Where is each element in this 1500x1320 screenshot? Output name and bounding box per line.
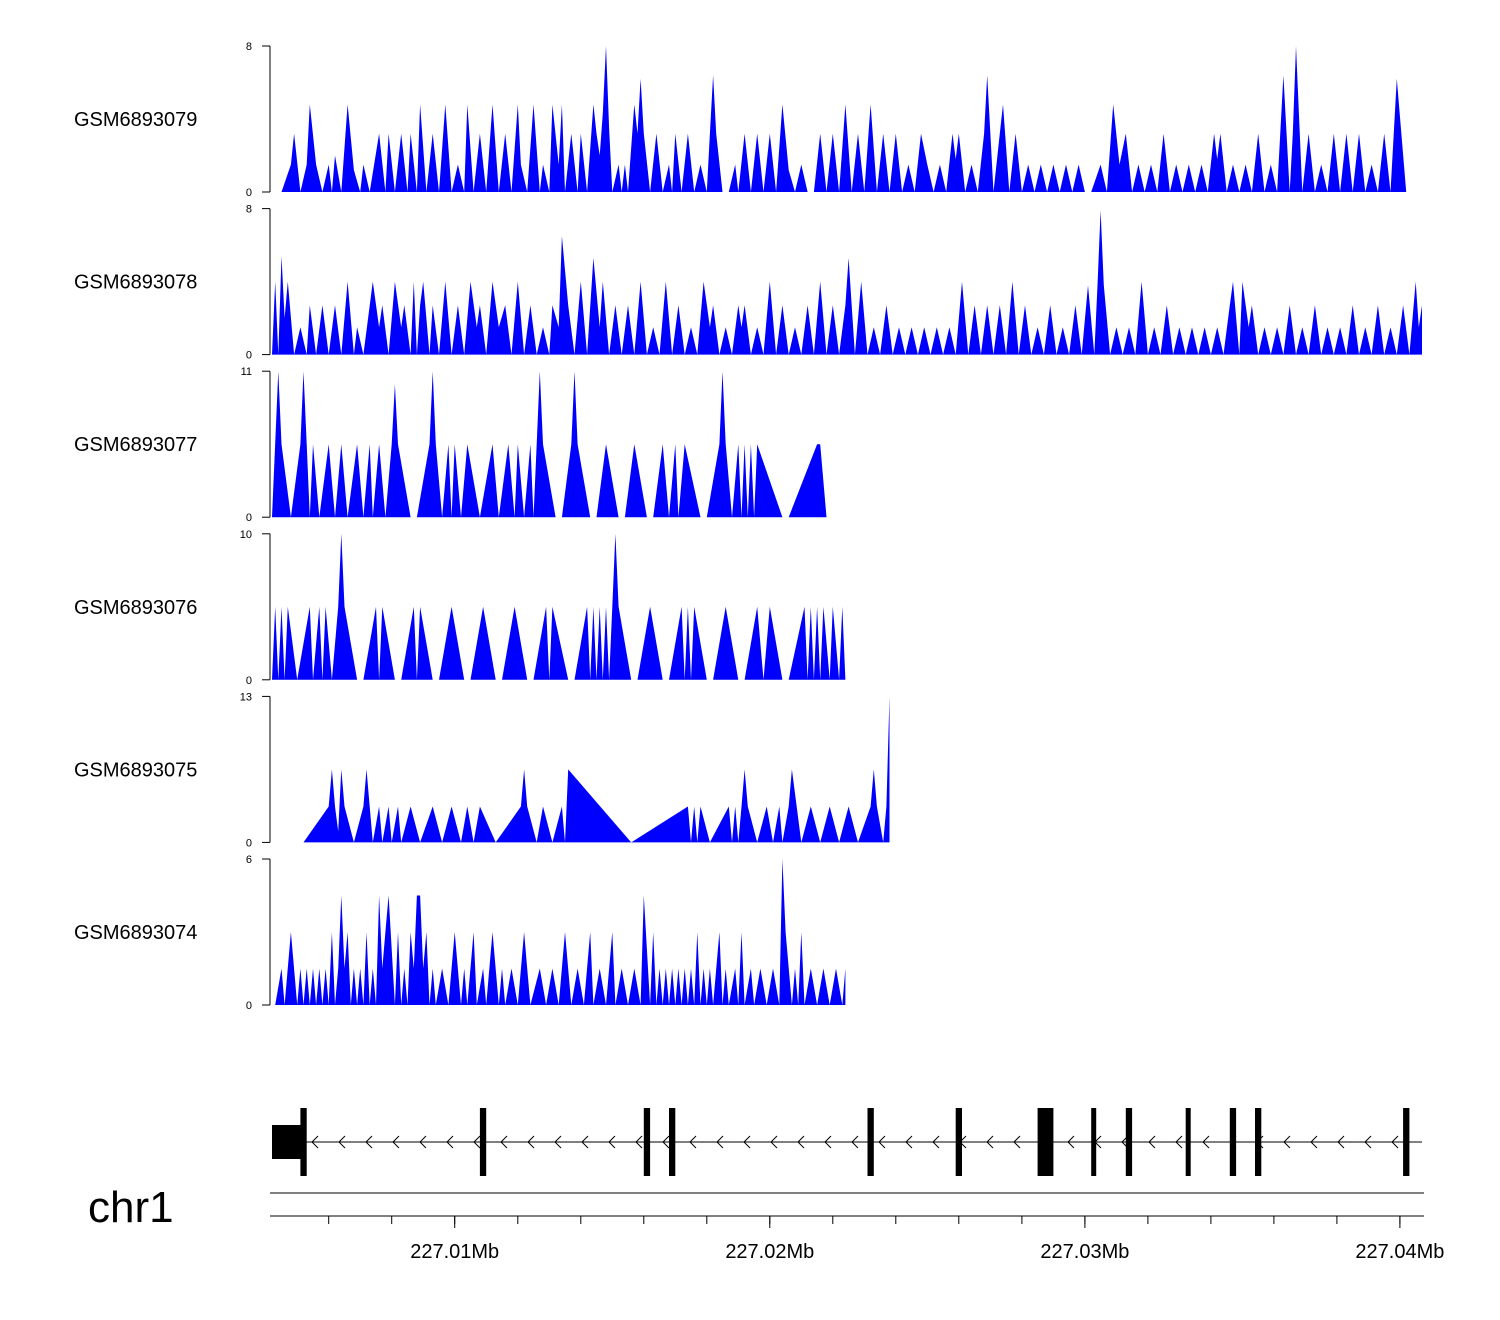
track-GSM6893076: GSM6893076 10 0: [74, 529, 846, 687]
strand-chevron: [716, 1135, 724, 1149]
strand-chevron: [851, 1135, 859, 1149]
gene-exon: [1185, 1108, 1191, 1176]
strand-chevron: [365, 1135, 373, 1149]
track-name-label: GSM6893077: [74, 434, 197, 456]
strand-chevron: [527, 1135, 535, 1149]
gene-exon: [1229, 1108, 1237, 1176]
gene-exon: [1091, 1108, 1097, 1176]
strand-chevron: [662, 1135, 670, 1149]
y-axis-min-label: 0: [246, 350, 252, 362]
strand-chevron: [905, 1135, 913, 1149]
track-name-label: GSM6893075: [74, 759, 197, 781]
strand-chevron: [986, 1135, 994, 1149]
y-axis-max-label: 13: [240, 691, 252, 703]
axis-tick-label: 227.02Mb: [725, 1241, 814, 1263]
strand-chevron: [1067, 1135, 1075, 1149]
strand-chevron: [1310, 1135, 1318, 1149]
track-GSM6893074: GSM6893074 6 0: [74, 854, 846, 1012]
strand-chevron: [824, 1135, 832, 1149]
track-GSM6893078: GSM6893078 8 0: [74, 204, 1422, 362]
track-name-label: GSM6893079: [74, 109, 197, 131]
strand-chevron: [581, 1135, 589, 1149]
strand-chevron: [419, 1135, 427, 1149]
strand-chevron: [743, 1135, 751, 1149]
strand-chevron: [797, 1135, 805, 1149]
gene-exon: [1255, 1108, 1262, 1176]
strand-chevron: [1337, 1135, 1345, 1149]
strand-chevron: [1391, 1135, 1399, 1149]
strand-chevron: [932, 1135, 940, 1149]
signal-area-GSM6893074: [275, 859, 846, 1005]
strand-chevron: [1013, 1135, 1021, 1149]
strand-chevron: [1202, 1135, 1210, 1149]
signal-area-GSM6893078: [272, 210, 1422, 355]
signal-area-GSM6893076: [272, 533, 846, 680]
axis-tick-label: 227.04Mb: [1355, 1241, 1444, 1263]
strand-chevron: [1283, 1135, 1291, 1149]
track-GSM6893079: GSM6893079 8 0: [74, 41, 1413, 199]
track-name-label: GSM6893078: [74, 272, 197, 294]
track-GSM6893077: GSM6893077 11 0: [74, 366, 833, 524]
gene-exon: [272, 1125, 304, 1159]
track-name-label: GSM6893076: [74, 597, 197, 619]
gene-exon: [1403, 1108, 1410, 1176]
strand-chevron: [1364, 1135, 1372, 1149]
strand-chevron: [338, 1135, 346, 1149]
y-axis-min-label: 0: [246, 1000, 252, 1012]
signal-tracks: GSM689307980GSM689307880GSM6893077110GSM…: [74, 41, 1422, 1012]
y-axis-min-label: 0: [246, 187, 252, 199]
gene-exon: [867, 1108, 874, 1176]
gene-exon: [955, 1108, 962, 1176]
axis-tick-label: 227.03Mb: [1040, 1241, 1129, 1263]
gene-model-track: [272, 1108, 1422, 1176]
track-name-label: GSM6893074: [74, 922, 197, 944]
gene-exon: [1125, 1108, 1133, 1176]
axis-tick-label: 227.01Mb: [410, 1241, 499, 1263]
strand-chevron: [1175, 1135, 1183, 1149]
chromosome-label: chr1: [88, 1183, 174, 1232]
y-axis-max-label: 11: [241, 366, 252, 378]
gene-exon: [479, 1108, 487, 1176]
gene-exon: [300, 1108, 307, 1176]
strand-chevron: [500, 1135, 508, 1149]
strand-chevron: [446, 1135, 454, 1149]
strand-chevron: [554, 1135, 562, 1149]
signal-area-GSM6893077: [272, 371, 833, 518]
strand-chevron: [878, 1135, 886, 1149]
y-axis-min-label: 0: [246, 837, 252, 849]
strand-chevron: [770, 1135, 778, 1149]
strand-chevron: [311, 1135, 319, 1149]
gene-exon: [669, 1108, 676, 1176]
y-axis-min-label: 0: [246, 512, 252, 524]
y-axis-max-label: 8: [246, 204, 252, 216]
y-axis-max-label: 8: [246, 41, 252, 53]
y-axis-max-label: 6: [246, 854, 252, 866]
gene-exon: [1037, 1108, 1054, 1176]
signal-area-GSM6893075: [303, 696, 890, 843]
strand-chevron: [608, 1135, 616, 1149]
genome-axis: chr1 227.01Mb 227.02Mb 227.03Mb 227.04Mb: [88, 1183, 1444, 1263]
strand-chevron: [689, 1135, 697, 1149]
y-axis-max-label: 10: [240, 529, 252, 541]
strand-chevron: [392, 1135, 400, 1149]
track-GSM6893075: GSM6893075 13 0: [74, 691, 890, 849]
strand-chevron: [635, 1135, 643, 1149]
strand-chevron: [473, 1135, 481, 1149]
signal-area-GSM6893079: [272, 46, 1413, 192]
y-axis-min-label: 0: [246, 675, 252, 687]
strand-chevron: [1148, 1135, 1156, 1149]
gene-exon: [643, 1108, 651, 1176]
